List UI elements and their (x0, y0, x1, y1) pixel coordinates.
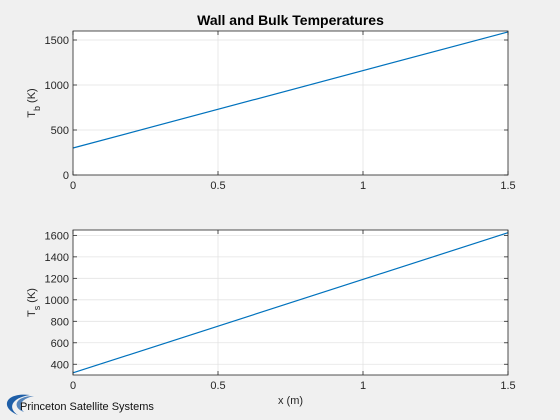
x-tick-label: 0 (70, 180, 76, 192)
y-tick-label: 1600 (45, 230, 69, 242)
logo-text: Princeton Satellite Systems (20, 401, 154, 413)
chart-title: Wall and Bulk Temperatures (197, 12, 384, 28)
y-axis-label: Ts(K) (26, 288, 42, 317)
logo-swoosh-icon (16, 396, 34, 412)
y-tick-label: 500 (51, 125, 69, 137)
y-tick-label: 1400 (45, 252, 69, 264)
y-axis-label: Tb(K) (26, 88, 42, 117)
plot-area (73, 31, 508, 175)
y-tick-label: 600 (51, 338, 69, 350)
series-line (72, 31, 509, 149)
psslogo: Princeton Satellite Systems (6, 394, 154, 415)
x-tick-label: 1.5 (500, 380, 515, 392)
x-tick-label: 1 (360, 180, 366, 192)
y-tick-label: 1000 (45, 80, 69, 92)
series-line (72, 232, 509, 374)
y-tick-label: 1200 (45, 273, 69, 285)
axes-frame (72, 229, 509, 376)
plot-bottom: 0 0.5 1 1.5 400 600 800 1000 1200 1400 1600 Ts(K) x … (26, 229, 516, 407)
logo-swoosh-icon (6, 394, 30, 415)
y-tick-label: 1500 (45, 35, 69, 47)
axes-frame (72, 30, 509, 176)
y-tick-label: 400 (51, 359, 69, 371)
x-tick-label: 1 (360, 380, 366, 392)
x-tick-label: 0.5 (210, 380, 225, 392)
y-tick-label: 1000 (45, 295, 69, 307)
x-tick-label: 0 (70, 380, 76, 392)
x-tick-label: 1.5 (500, 180, 515, 192)
x-axis-label: x (m) (278, 395, 303, 407)
x-tick-label: 0.5 (210, 180, 225, 192)
y-tick-label: 0 (63, 170, 69, 182)
y-tick-label: 800 (51, 316, 69, 328)
plot-top: 0 0.5 1 1.5 0 500 1000 1500 Tb(K) Wall and Bulk T… (26, 12, 516, 192)
